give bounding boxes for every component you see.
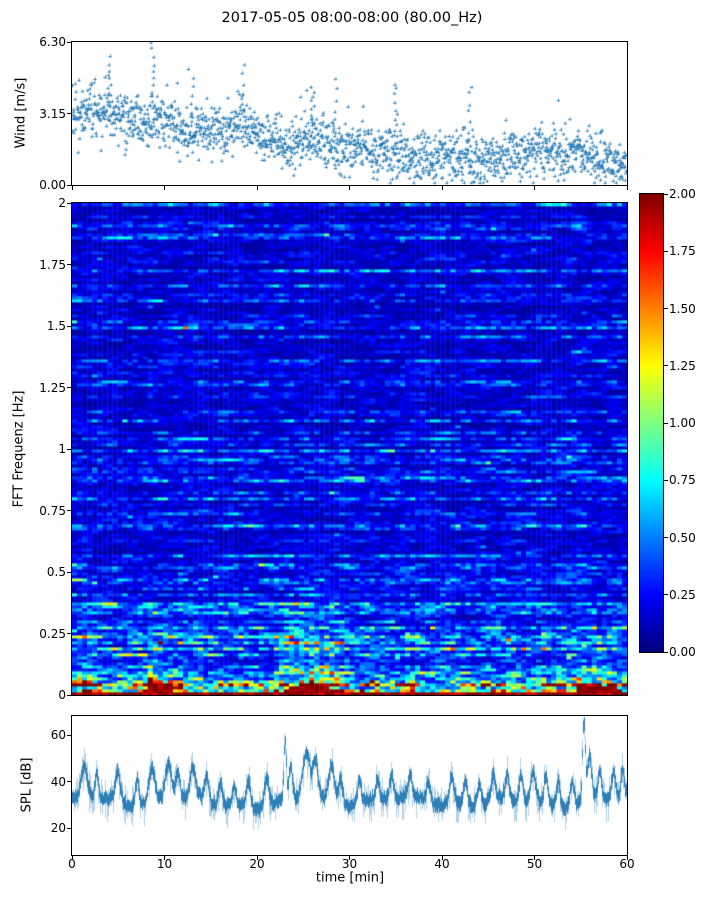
colorbar-tick-mark [664,594,668,596]
spl-ytick-label: 40 [50,774,66,789]
colorbar-tick-mark [664,308,668,309]
wind-xtick-mark [71,186,73,190]
colorbar-gradient [639,193,664,653]
wind-xtick-mark [164,186,165,190]
wind-xtick-mark [349,186,350,190]
spl-xtick-mark [256,856,258,860]
wind-ytick-label: 0.00 [39,178,66,192]
colorbar-tick-label: 0.25 [669,587,696,602]
spectrogram-ytick-label: 0 [58,688,66,702]
spectrogram-ytick-mark [67,694,71,696]
wind-scatter-panel [71,41,628,186]
wind-ytick-label: 3.15 [39,106,66,121]
wind-ytick-mark [67,113,71,114]
colorbar-tick-label: 0.75 [669,473,696,488]
spl-xtick-mark [164,856,165,860]
colorbar-tick-label: 1.75 [669,244,696,259]
spectrogram-ytick-mark [67,571,71,573]
xtick-label: 40 [434,857,450,871]
spl-ytick-label: 20 [50,821,66,836]
spectrogram-ytick-label: 0.75 [39,503,66,518]
xtick-label: 10 [156,857,173,871]
spl-xtick-mark [626,856,628,860]
spectrogram-ytick-mark [67,202,71,204]
colorbar-tick-mark [664,537,668,538]
spectrogram-ytick-label: 2 [58,196,66,210]
wind-xtick-mark [626,186,628,190]
colorbar-tick-mark [664,422,668,424]
spl-line-panel [71,715,628,856]
spectrogram-panel [71,202,628,696]
wind-ytick-label: 6.30 [39,35,66,49]
wind-xtick-mark [534,186,535,190]
spectrogram-ytick-label: 1 [58,442,66,456]
xtick-label: 30 [341,857,358,871]
colorbar-tick-label: 1.25 [669,358,696,373]
colorbar-tick-label: 1.50 [669,301,696,316]
colorbar-tick-mark [664,365,668,367]
xtick-label: 0 [68,857,76,871]
spl-xtick-mark [349,856,350,860]
wind-ytick-mark [67,184,71,186]
spl-xtick-mark [71,856,73,860]
spectrogram-ytick-label: 0.5 [46,565,66,579]
xtick-label: 20 [249,857,265,871]
colorbar-tick-mark [664,193,668,195]
colorbar-tick-label: 2.00 [669,187,696,201]
colorbar-tick-label: 1.00 [669,416,696,430]
colorbar-tick-mark [664,250,668,252]
spl-ytick-mark [67,781,71,783]
spectrogram-ytick-mark [67,325,71,327]
spectrogram-ytick-mark [67,448,71,450]
spectrogram-ytick-label: 1.75 [39,257,66,272]
spectrogram-ytick-label: 0.25 [39,626,66,641]
spl-ytick-mark [67,827,71,829]
spl-xtick-mark [441,856,443,860]
spl-ytick-label: 60 [50,728,66,743]
spectrogram-ytick-mark [67,264,71,265]
colorbar-tick-label: 0.50 [669,530,696,545]
wind-xtick-mark [256,186,258,190]
xtick-label: 60 [619,857,635,871]
xtick-label: 50 [526,857,543,871]
spl-ytick-mark [67,734,71,736]
wind-ytick-mark [67,41,71,43]
colorbar-tick-mark [664,651,668,653]
spectrogram-ytick-mark [67,633,71,634]
spectrogram-ytick-label: 1.5 [46,319,66,333]
spl-xtick-mark [534,856,535,860]
wind-xtick-mark [441,186,443,190]
spectrogram-ytick-mark [67,510,71,511]
spectrogram-ytick-label: 1.25 [39,380,66,395]
colorbar-tick-label: 0.00 [669,645,696,659]
x-axis-label: time [min] [315,870,385,886]
spectrogram-ytick-mark [67,387,71,388]
chart-title: 2017-05-05 08:00-08:00 (80.00_Hz) [221,10,483,26]
colorbar-tick-mark [664,479,668,481]
